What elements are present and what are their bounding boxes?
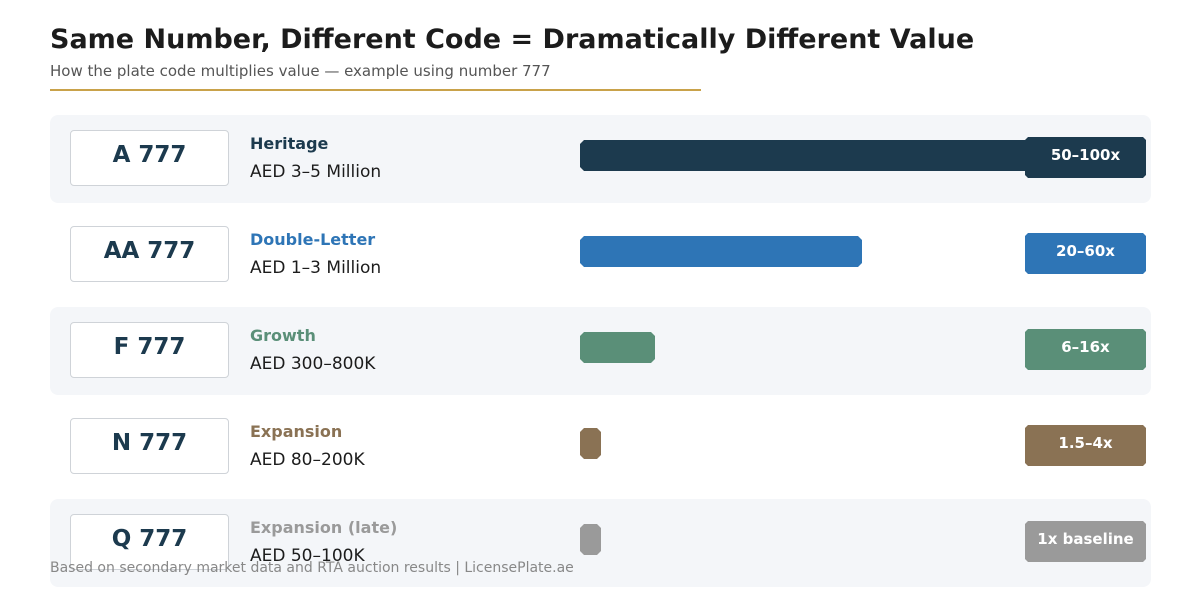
price-range-label: AED 300–800K: [250, 354, 376, 374]
plate-row: Q 777 Expansion (late) AED 50–100K 1x basel…: [50, 499, 1151, 587]
multiplier-badge: 1.5–4x: [1025, 425, 1146, 466]
value-bar: [580, 428, 601, 459]
price-range-label: AED 1–3 Million: [250, 258, 382, 278]
price-range-label: AED 50–100K: [250, 546, 365, 566]
plate-row: AA 777 Double-Letter AED 1–3 Million 20–60x: [50, 211, 1151, 299]
plate-label: A 777: [70, 130, 229, 186]
tier-label: Expansion (late): [250, 518, 398, 537]
value-bar: [580, 524, 601, 555]
chart-title: Same Number, Different Code = Dramatical…: [50, 24, 975, 55]
multiplier-badge: 1x baseline: [1025, 521, 1146, 562]
tier-label: Double-Letter: [250, 230, 376, 249]
value-bar: [580, 236, 862, 267]
tier-label: Heritage: [250, 134, 329, 153]
price-range-label: AED 80–200K: [250, 450, 365, 470]
multiplier-badge: 50–100x: [1025, 137, 1146, 178]
tier-label: Growth: [250, 326, 316, 345]
plate-label: N 777: [70, 418, 229, 474]
plate-row: F 777 Growth AED 300–800K 6–16x: [50, 307, 1151, 395]
price-range-label: AED 3–5 Million: [250, 162, 382, 182]
tier-label: Expansion: [250, 422, 343, 441]
value-bar: [580, 332, 655, 363]
title-divider: [50, 89, 701, 91]
value-bar: [580, 140, 1050, 171]
plate-row: N 777 Expansion AED 80–200K 1.5–4x: [50, 403, 1151, 491]
chart-subtitle: How the plate code multiplies value — ex…: [50, 62, 551, 80]
plate-row: A 777 Heritage AED 3–5 Million 50–100x: [50, 115, 1151, 203]
source-footer: Based on secondary market data and RTA a…: [50, 560, 574, 576]
plate-label: Q 777: [70, 514, 229, 570]
plate-label: F 777: [70, 322, 229, 378]
multiplier-badge: 6–16x: [1025, 329, 1146, 370]
plate-label: AA 777: [70, 226, 229, 282]
multiplier-badge: 20–60x: [1025, 233, 1146, 274]
